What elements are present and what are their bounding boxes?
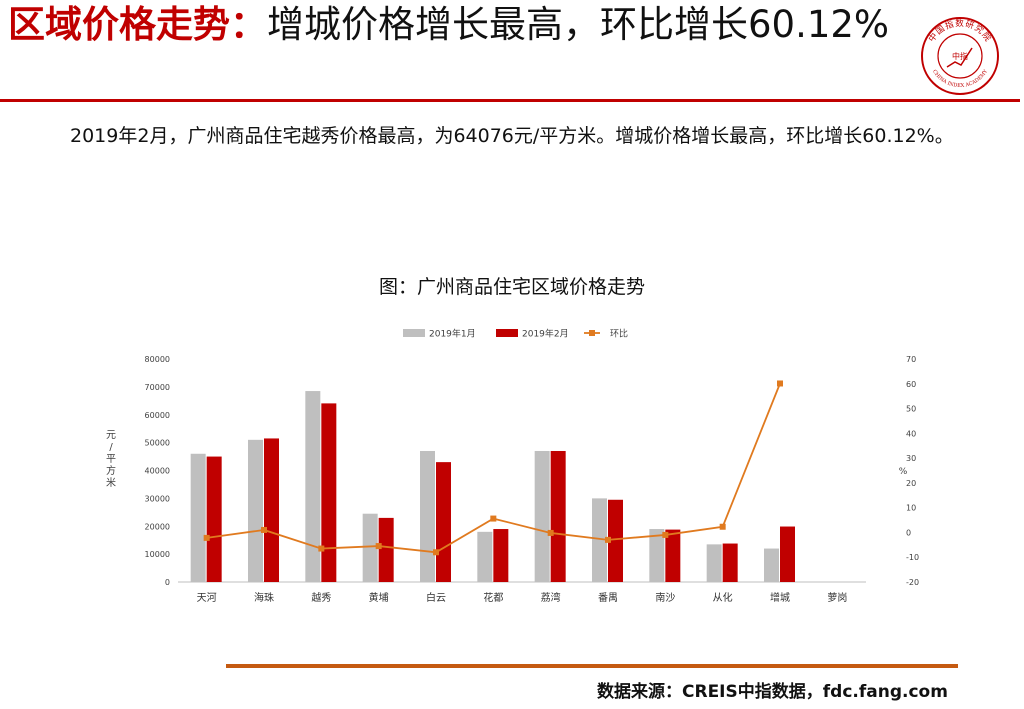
mom-point	[433, 549, 439, 556]
category-label: 从化	[713, 591, 733, 604]
category-label: 海珠	[254, 591, 274, 604]
left-tick-label: 80000	[145, 355, 170, 364]
bar-jan	[477, 531, 493, 582]
mom-point	[261, 526, 267, 533]
bar-jan	[420, 450, 435, 582]
chart-legend: 2019年1月 2019年2月 环比	[403, 328, 628, 340]
legend-label: 2019年2月	[522, 328, 569, 340]
logo-text-center: 中指	[952, 51, 968, 61]
left-tick-label: 0	[165, 578, 170, 587]
left-tick-label: 60000	[145, 411, 170, 420]
left-tick-label: 70000	[145, 383, 170, 392]
footer-divider	[226, 664, 958, 668]
right-tick-label: 30	[906, 454, 916, 463]
left-axis-label-char: 元	[106, 430, 116, 441]
bar-jan	[362, 513, 378, 582]
legend-swatch	[403, 329, 425, 337]
legend-label: 环比	[610, 328, 628, 340]
summary-text: 2019年2月，广州商品住宅越秀价格最高，为64076元/平方米。增城价格增长最…	[70, 125, 954, 147]
mom-point	[605, 536, 611, 543]
bar-feb	[321, 403, 337, 582]
title-rest: 增城价格增长最高，环比增长60.12%	[267, 3, 890, 46]
left-tick-label: 10000	[145, 550, 170, 559]
left-tick-label: 30000	[145, 494, 170, 503]
left-axis-label-char: 米	[106, 476, 116, 489]
mom-line	[206, 383, 781, 554]
right-tick-label: -10	[906, 553, 919, 562]
category-label: 天河	[197, 592, 217, 604]
right-tick-label: 60	[906, 380, 916, 389]
right-axis: -20 -10 0 10 20 30 40 50 60 70%	[899, 355, 919, 587]
title-highlight: 区域价格走势：	[8, 3, 267, 46]
bar-feb	[780, 526, 795, 582]
right-axis-label: %	[899, 467, 908, 477]
left-tick-label: 20000	[145, 522, 170, 531]
bar-feb	[264, 438, 279, 582]
bar-jan	[592, 498, 607, 582]
bar-feb	[493, 529, 509, 582]
legend-label: 2019年1月	[429, 328, 476, 340]
right-tick-label: 20	[906, 479, 916, 488]
category-label: 番禺	[598, 592, 618, 604]
mom-point	[375, 543, 382, 550]
chart-title: 图：广州商品住宅区域价格走势	[378, 276, 645, 298]
left-axis: 0 10000 20000 30000 40000 50000 60000 70000 8000…	[106, 355, 866, 587]
bar-series	[190, 391, 795, 582]
bar-feb	[608, 499, 623, 582]
bar-feb	[550, 450, 566, 582]
left-tick-label: 50000	[145, 439, 170, 448]
category-label: 萝岗	[827, 592, 847, 604]
mom-point	[547, 529, 554, 536]
right-tick-label: -20	[906, 578, 919, 587]
mom-point	[777, 380, 783, 387]
bar-jan	[706, 544, 722, 582]
right-tick-label: 40	[906, 429, 916, 438]
category-label: 黄埔	[369, 591, 389, 604]
category-label: 荔湾	[541, 591, 561, 604]
bar-feb	[206, 456, 222, 582]
left-axis-label-char: 平	[106, 454, 116, 465]
bar-feb	[665, 529, 681, 582]
mom-point	[203, 534, 210, 541]
mom-point	[490, 515, 497, 522]
mom-line-series	[203, 380, 783, 556]
title-divider	[0, 99, 1020, 102]
left-tick-label: 40000	[145, 467, 170, 476]
right-tick-label: 0	[906, 528, 911, 537]
mom-point	[318, 545, 325, 552]
category-label: 白云	[426, 591, 446, 604]
bar-feb	[378, 517, 394, 582]
china-index-academy-logo: 中国指数研究院 CHINA INDEX ACADEMY 中指	[921, 17, 999, 95]
right-tick-label: 50	[906, 405, 916, 414]
left-axis-label-char: /	[109, 442, 113, 453]
category-labels: 天河 海珠 越秀 黄埔 白云 花都 荔湾 番禺 南沙 从化 增城 萝岗	[197, 591, 848, 604]
bar-feb	[436, 462, 451, 582]
mom-point	[719, 523, 726, 530]
legend-swatch-marker	[589, 330, 595, 336]
logo-trend-line	[946, 47, 973, 68]
legend-swatch	[496, 329, 518, 337]
right-tick-label: 70	[906, 355, 916, 364]
category-label: 南沙	[655, 591, 675, 604]
bar-jan	[248, 439, 263, 582]
category-label: 花都	[483, 591, 503, 604]
category-label: 增城	[770, 591, 790, 604]
bar-jan	[190, 453, 206, 582]
mom-point	[662, 531, 669, 538]
data-source: 数据来源：CREIS中指数据，fdc.fang.com	[597, 682, 948, 702]
category-label: 越秀	[311, 591, 331, 604]
bar-feb	[722, 543, 738, 582]
bar-jan	[305, 391, 321, 582]
bar-jan	[649, 529, 665, 582]
left-axis-label-char: 方	[106, 464, 116, 477]
slide-title: 区域价格走势：增城价格增长最高，环比增长60.12%	[8, 2, 908, 48]
bar-jan	[764, 548, 779, 582]
right-tick-label: 10	[906, 504, 916, 513]
bar-jan	[534, 450, 550, 582]
